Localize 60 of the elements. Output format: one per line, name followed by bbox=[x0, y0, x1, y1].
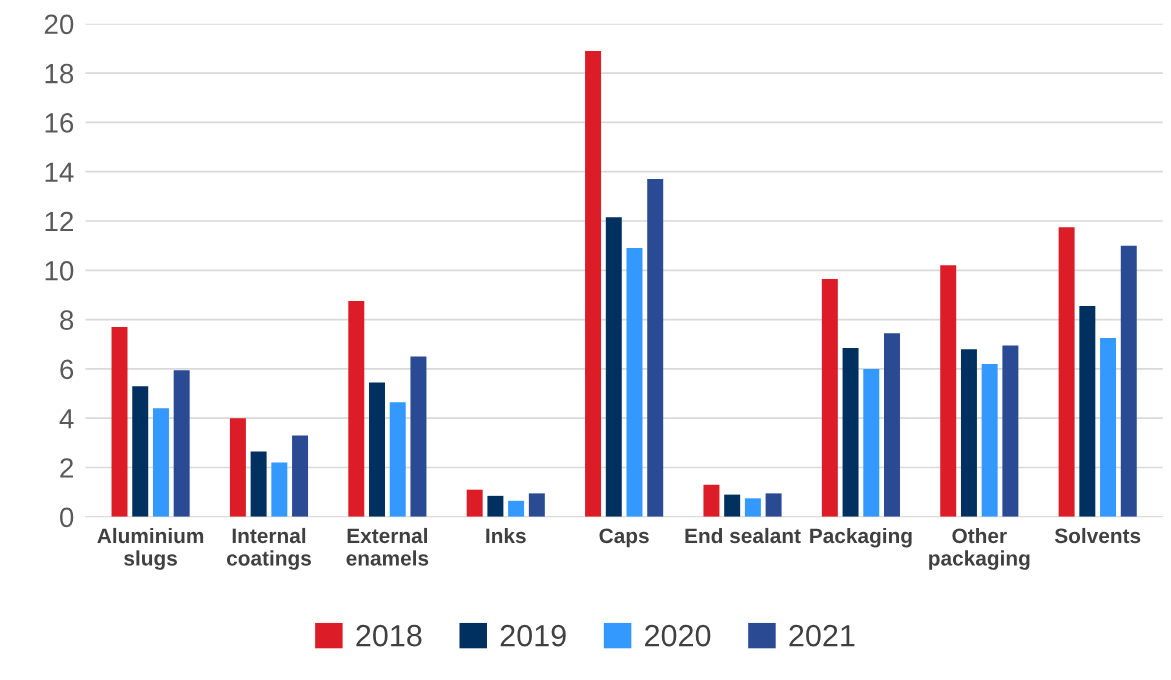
bar bbox=[410, 356, 427, 517]
y-tick-label: 20 bbox=[44, 14, 74, 35]
y-tick-label: 8 bbox=[60, 310, 74, 330]
bar bbox=[821, 278, 838, 517]
y-tick-label: 18 bbox=[45, 63, 74, 84]
y-tick-label: 10 bbox=[45, 260, 74, 281]
bar bbox=[508, 500, 525, 517]
bar bbox=[111, 326, 128, 517]
bar bbox=[1120, 245, 1137, 517]
bar bbox=[528, 493, 545, 517]
x-tick-label: Internal coatings bbox=[226, 527, 311, 570]
bar bbox=[842, 347, 859, 517]
bar bbox=[585, 50, 602, 517]
x-tick-label: Aluminium slugs bbox=[97, 527, 204, 570]
bar bbox=[626, 248, 643, 517]
bar bbox=[863, 368, 880, 517]
legend-label: 2021 bbox=[789, 624, 855, 647]
bar bbox=[487, 495, 504, 517]
y-tick-label: 16 bbox=[45, 113, 74, 133]
bar bbox=[250, 451, 267, 517]
bar bbox=[960, 349, 977, 517]
bar bbox=[229, 418, 246, 517]
bar bbox=[348, 301, 365, 517]
bar bbox=[271, 462, 288, 517]
x-tick-label: External enamels bbox=[346, 527, 429, 566]
bar bbox=[173, 370, 190, 517]
x-tick-label: Packaging bbox=[810, 527, 912, 548]
x-tick-label: Other packaging bbox=[929, 527, 1030, 570]
bar bbox=[884, 333, 900, 517]
bar bbox=[1058, 227, 1075, 517]
bar bbox=[981, 363, 998, 517]
y-tick-label: 12 bbox=[45, 211, 73, 232]
legend-label: 2018 bbox=[356, 624, 422, 647]
x-tick-label: Solvents bbox=[1054, 527, 1141, 544]
y-tick-label: 4 bbox=[59, 409, 74, 429]
x-tick-label: End sealant bbox=[685, 527, 801, 544]
legend-label: 2020 bbox=[645, 624, 711, 647]
bar bbox=[389, 402, 406, 517]
bar bbox=[152, 408, 169, 517]
x-tick-label: Caps bbox=[599, 528, 649, 548]
y-tick-label: 6 bbox=[60, 359, 74, 380]
bar bbox=[724, 494, 741, 517]
bar bbox=[1100, 338, 1117, 517]
y-tick-label: 0 bbox=[60, 507, 74, 528]
bar bbox=[765, 493, 782, 517]
y-tick-label: 2 bbox=[60, 458, 73, 478]
legend-label: 2019 bbox=[500, 624, 566, 647]
bar bbox=[466, 489, 483, 517]
bar bbox=[292, 435, 309, 517]
bar bbox=[132, 386, 149, 517]
bar bbox=[647, 179, 664, 517]
bar bbox=[369, 382, 385, 517]
bar bbox=[703, 484, 720, 517]
bar bbox=[605, 217, 622, 517]
bar bbox=[1079, 306, 1096, 517]
x-tick-label: Inks bbox=[486, 527, 526, 544]
bar bbox=[1002, 345, 1019, 517]
bar bbox=[744, 498, 761, 517]
y-tick-label: 14 bbox=[45, 162, 74, 182]
bar bbox=[940, 265, 957, 517]
